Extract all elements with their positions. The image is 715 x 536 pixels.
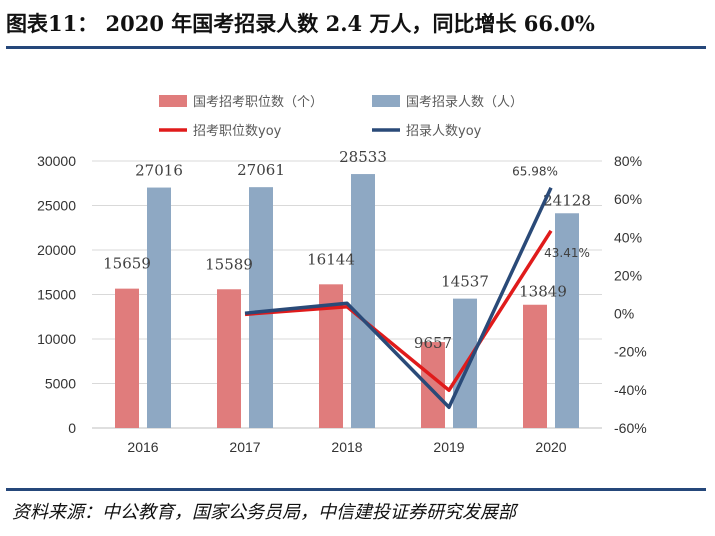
legend-label: 国考招录人数（人）: [406, 95, 523, 110]
bar-label-recruits: 27016: [135, 162, 183, 180]
y-right-tick-label: 60%: [614, 191, 642, 207]
legend-label: 国考招考职位数（个）: [193, 95, 323, 110]
bar-recruits: [147, 187, 171, 428]
bar-label-recruits: 27061: [237, 161, 285, 179]
x-tick-label: 2018: [331, 439, 362, 455]
bar-label-recruits: 14537: [441, 273, 489, 291]
y-left-tick-label: 30000: [37, 153, 76, 169]
y-right-tick-label: 20%: [614, 267, 642, 283]
y-left-tick-label: 15000: [37, 287, 76, 303]
y-right-tick-label: 0%: [614, 306, 634, 322]
x-tick-label: 2016: [127, 439, 158, 455]
x-tick-label: 2019: [433, 439, 464, 455]
bar-label-positions: 15659: [103, 255, 151, 273]
source-note: 资料来源：中公教育，国家公务员局，中信建投证券研究发展部: [12, 502, 516, 523]
y-left-tick-label: 5000: [45, 376, 76, 392]
title-rule: [6, 46, 706, 49]
legend-swatch: [372, 95, 400, 107]
bar-label-positions: 9657: [414, 334, 452, 352]
y-right-tick-label: -40%: [614, 382, 647, 398]
y-left-tick-label: 0: [68, 420, 76, 436]
y-right-tick-label: 80%: [614, 153, 642, 169]
bar-positions: [115, 288, 139, 428]
y-right-tick-label: 40%: [614, 229, 642, 245]
combo-chart: 0 5000 10000 15000 20000 25000 30000 -60% -40% -2…: [37, 95, 647, 455]
y-right-tick-label: -60%: [614, 420, 647, 436]
legend-swatch: [159, 95, 187, 107]
yoy-label-positions: 43.41%: [544, 246, 590, 260]
yoy-line-recruits: [244, 187, 553, 409]
chart-title: 图表11： 2020 年国考招录人数 2.4 万人，同比增长 66.0%: [6, 11, 595, 36]
y-left-tick-label: 25000: [37, 198, 76, 214]
bar-positions: [217, 289, 241, 428]
bar-recruits: [555, 213, 579, 428]
bar-label-recruits: 28533: [339, 148, 387, 166]
legend-label: 招录人数yoy: [406, 124, 482, 139]
x-tick-label: 2017: [229, 439, 260, 455]
x-tick-label: 2020: [535, 439, 566, 455]
bar-recruits: [351, 174, 375, 428]
bar-label-recruits: 24128: [543, 191, 591, 209]
bar-positions: [523, 304, 547, 428]
y-left-tick-label: 20000: [37, 242, 76, 258]
source-rule: [6, 488, 706, 491]
y-left-tick-label: 10000: [37, 331, 76, 347]
legend-label: 招考职位数yoy: [193, 124, 282, 139]
yoy-line-positions: [244, 229, 553, 392]
bar-label-positions: 15589: [205, 255, 253, 273]
bar-recruits: [249, 187, 273, 428]
bar-label-positions: 16144: [307, 250, 355, 268]
bar-label-positions: 13849: [519, 283, 567, 301]
y-right-tick-label: -20%: [614, 344, 647, 360]
yoy-label-recruits: 65.98%: [512, 165, 558, 179]
